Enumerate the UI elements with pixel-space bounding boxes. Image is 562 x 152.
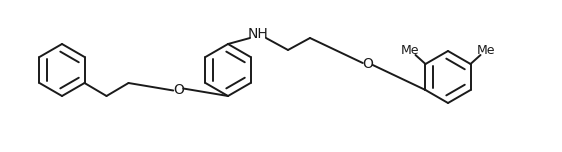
- Text: NH: NH: [248, 27, 269, 41]
- Text: O: O: [362, 57, 373, 71]
- Text: Me: Me: [476, 43, 495, 57]
- Text: Me: Me: [401, 43, 420, 57]
- Text: O: O: [173, 83, 184, 97]
